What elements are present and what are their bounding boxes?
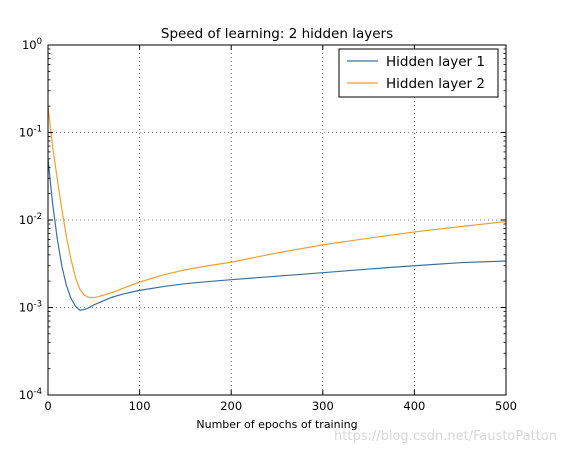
series-lines xyxy=(47,106,507,311)
x-axis-label: Number of epochs of training xyxy=(196,418,357,431)
y-tick-label: 10-4 xyxy=(19,387,42,402)
y-tick-label: 10-3 xyxy=(19,300,42,315)
y-axis-ticks: 10-4 10-3 10-2 10-1 100 xyxy=(19,37,506,402)
x-tick-label: 500 xyxy=(495,399,517,413)
y-tick-label: 10-1 xyxy=(19,125,42,140)
y-tick-label: 10-2 xyxy=(19,212,42,227)
x-tick-label: 0 xyxy=(44,399,51,413)
watermark: https://blog.csdn.net/FaustoPatton xyxy=(334,429,557,444)
x-tick-label: 100 xyxy=(129,399,151,413)
x-tick-label: 300 xyxy=(312,399,334,413)
legend-label-hidden-layer-1: Hidden layer 1 xyxy=(386,54,485,70)
legend: Hidden layer 1 Hidden layer 2 xyxy=(338,48,499,98)
y-tick-label: 100 xyxy=(22,37,42,52)
legend-box xyxy=(338,48,499,98)
legend-label-hidden-layer-2: Hidden layer 2 xyxy=(386,76,485,92)
x-tick-label: 200 xyxy=(220,399,242,413)
x-axis-ticks: 0 100 200 300 400 500 xyxy=(44,45,517,413)
grid xyxy=(48,45,506,395)
series-line-hidden-layer-2 xyxy=(47,106,507,299)
series-line-hidden-layer-1 xyxy=(47,158,507,311)
chart-title: Speed of learning: 2 hidden layers xyxy=(161,26,393,42)
x-tick-label: 400 xyxy=(403,399,425,413)
